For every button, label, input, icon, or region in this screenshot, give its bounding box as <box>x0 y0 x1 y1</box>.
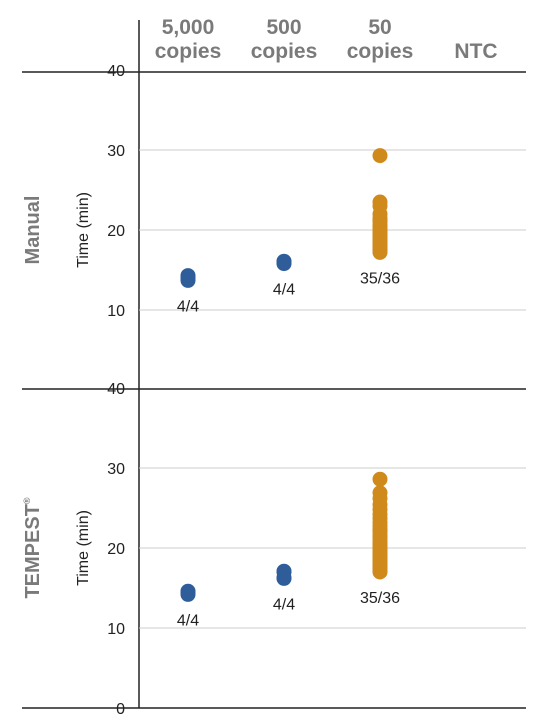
panel-label: Manual <box>22 196 44 265</box>
column-header-line1: 50 <box>368 16 391 39</box>
y-tick-label: 10 <box>107 303 125 320</box>
data-point <box>372 522 388 538</box>
panel-label: TEMPEST® <box>22 497 44 598</box>
y-tick-label: 0 <box>116 701 125 718</box>
panel-label-text: Manual <box>22 196 44 265</box>
column-header-line2: copies <box>251 40 318 63</box>
column-header-line2: copies <box>155 40 222 63</box>
positive-count-label: 4/4 <box>177 298 199 315</box>
data-point <box>276 570 292 586</box>
y-tick-label: 20 <box>107 541 125 558</box>
y-axis-label: Time (min) <box>75 192 92 268</box>
data-point <box>372 148 388 164</box>
data-point <box>372 471 388 487</box>
positive-count-label: 35/36 <box>360 270 400 287</box>
column-header-line2: copies <box>347 40 414 63</box>
trademark-symbol: ® <box>22 497 32 504</box>
y-axis-label: Time (min) <box>75 510 92 586</box>
column-header-line1: 5,000 <box>162 16 215 39</box>
positive-count-label: 35/36 <box>360 590 400 607</box>
data-point <box>180 272 196 288</box>
panel-label-text: TEMPEST <box>22 504 44 598</box>
y-tick-label: 40 <box>107 381 125 398</box>
data-point <box>276 256 292 272</box>
y-tick-label: 30 <box>107 143 125 160</box>
positive-count-label: 4/4 <box>177 612 199 629</box>
positive-count-label: 4/4 <box>273 596 295 613</box>
y-tick-label: 20 <box>107 223 125 240</box>
column-header: NTC <box>454 40 497 63</box>
y-tick-label: 40 <box>107 63 125 80</box>
column-header-line1: 500 <box>266 16 301 39</box>
y-tick-label: 10 <box>107 621 125 638</box>
data-point <box>372 212 388 228</box>
data-point <box>180 584 196 600</box>
positive-count-label: 4/4 <box>273 282 295 299</box>
y-tick-label: 30 <box>107 461 125 478</box>
